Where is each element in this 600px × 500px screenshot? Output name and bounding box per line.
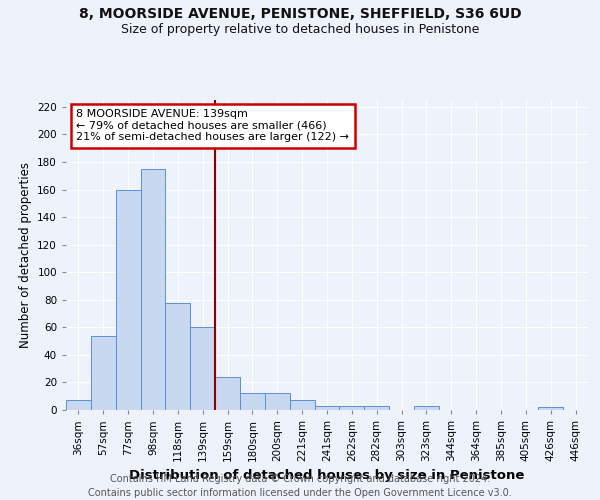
Bar	[538, 407, 563, 410]
Text: Size of property relative to detached houses in Penistone: Size of property relative to detached ho…	[121, 22, 479, 36]
Bar	[166, 302, 190, 410]
Bar	[91, 336, 116, 410]
Bar	[215, 377, 240, 410]
Text: 8, MOORSIDE AVENUE, PENISTONE, SHEFFIELD, S36 6UD: 8, MOORSIDE AVENUE, PENISTONE, SHEFFIELD…	[79, 8, 521, 22]
Bar	[190, 328, 215, 410]
Bar	[290, 400, 314, 410]
Bar	[414, 406, 439, 410]
Bar	[140, 169, 166, 410]
Bar	[340, 406, 364, 410]
Text: 8 MOORSIDE AVENUE: 139sqm
← 79% of detached houses are smaller (466)
21% of semi: 8 MOORSIDE AVENUE: 139sqm ← 79% of detac…	[76, 110, 349, 142]
Y-axis label: Number of detached properties: Number of detached properties	[19, 162, 32, 348]
Bar	[66, 400, 91, 410]
Bar	[364, 406, 389, 410]
Text: Contains HM Land Registry data © Crown copyright and database right 2024.
Contai: Contains HM Land Registry data © Crown c…	[88, 474, 512, 498]
X-axis label: Distribution of detached houses by size in Penistone: Distribution of detached houses by size …	[130, 470, 524, 482]
Bar	[314, 406, 340, 410]
Bar	[116, 190, 140, 410]
Bar	[265, 394, 290, 410]
Bar	[240, 394, 265, 410]
